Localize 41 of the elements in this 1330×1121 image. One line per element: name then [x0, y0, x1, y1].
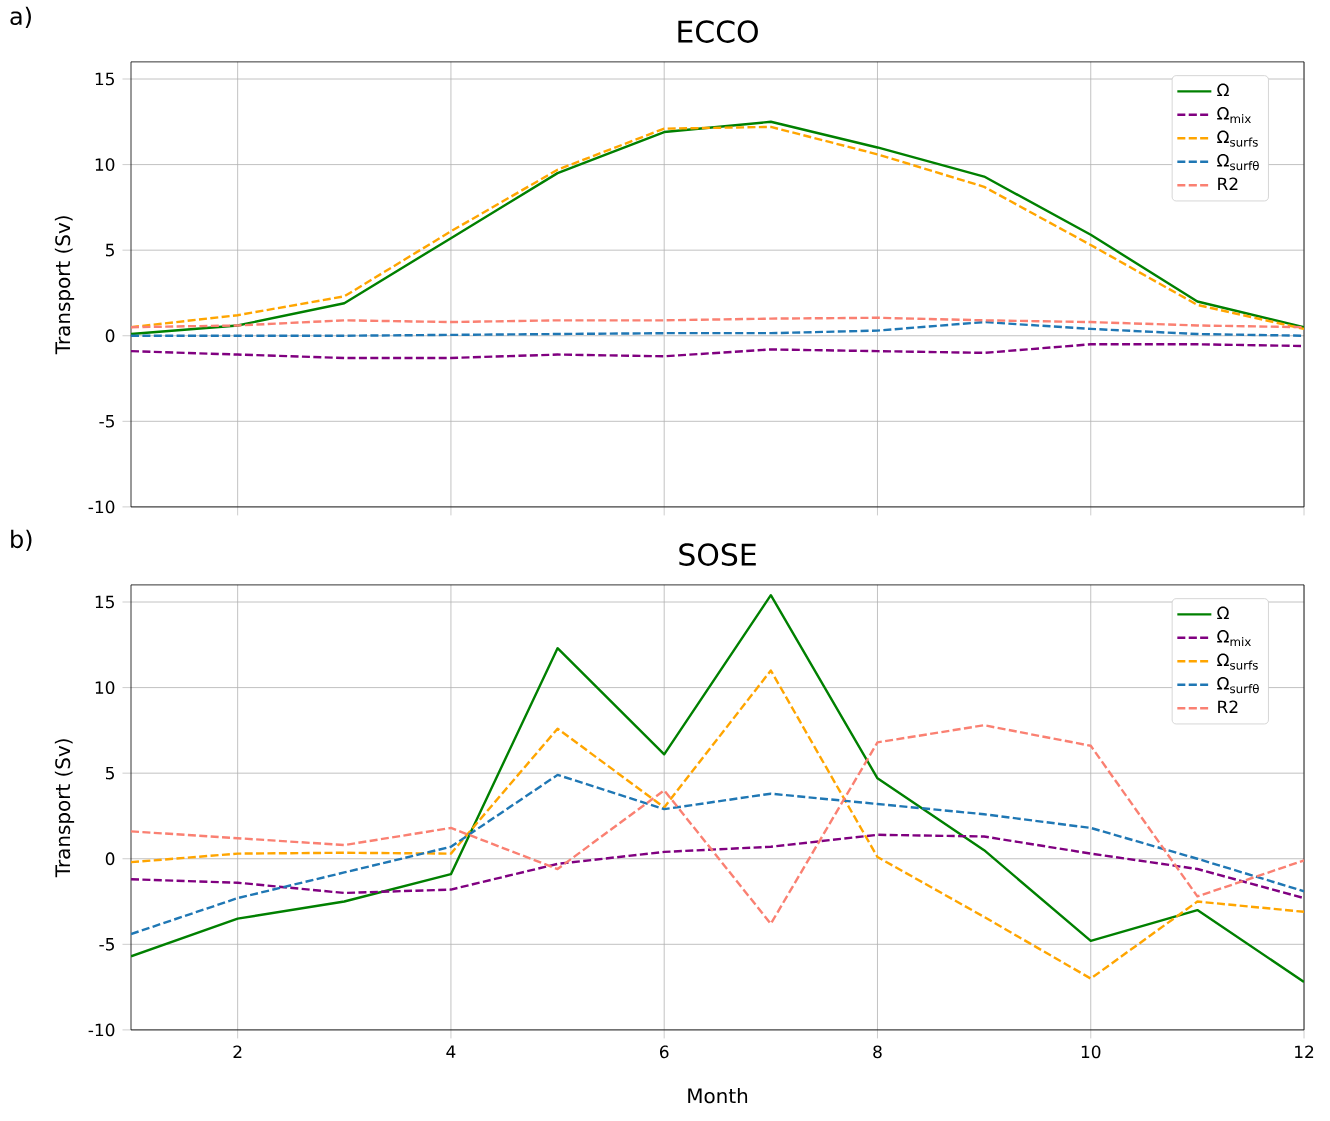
y-tick-label: -5: [99, 938, 114, 951]
y-tick-label: -10: [88, 500, 115, 514]
y-tick-label: 5: [106, 243, 114, 257]
x-tick-label: 4: [446, 1045, 456, 1058]
y-tick-label: 10: [95, 158, 115, 172]
y-tick-label: 10: [95, 681, 115, 695]
chart-title: SOSE: [679, 543, 756, 566]
line-series: [131, 594, 1305, 984]
y-axis-title: Transport (Sv): [54, 216, 75, 355]
legend-label: Ω$_{surfθ}$: [1217, 154, 1259, 171]
text: a): [10, 6, 31, 28]
x-tick-label: 8: [873, 1045, 882, 1059]
legend-label: Ω$_{surfs}$: [1217, 130, 1258, 147]
legend-label: Ω$_{mix}$: [1217, 107, 1251, 124]
legend-label: Ω: [1217, 83, 1229, 97]
x-tick-label: 2: [233, 1045, 242, 1059]
x-tick-label: 10: [1081, 1045, 1101, 1059]
y-tick-label: -5: [99, 415, 114, 428]
y-axis-title: Transport (Sv): [54, 739, 75, 878]
text: b): [11, 529, 32, 552]
x-axis-title: Month: [688, 1087, 748, 1104]
legend-label: R2: [1218, 700, 1238, 714]
y-tick-label: 15: [95, 595, 114, 609]
legend-label: Ω: [1217, 606, 1229, 620]
line-series: [131, 316, 1305, 329]
legend-label: R2: [1218, 177, 1238, 191]
y-tick-label: 15: [95, 72, 114, 86]
y-tick-label: 0: [105, 852, 115, 866]
y-tick-label: 5: [106, 766, 114, 780]
legend-label: Ω$_{mix}$: [1217, 630, 1251, 647]
line-series: [131, 773, 1305, 936]
chart-title: ECCO: [678, 20, 758, 43]
line-series: [131, 724, 1305, 926]
line-series: [131, 833, 1305, 900]
legend-label: Ω$_{surfs}$: [1217, 653, 1258, 670]
legend-label: Ω$_{surfθ}$: [1217, 677, 1259, 694]
line-series: [131, 669, 1305, 980]
y-tick-label: -10: [88, 1023, 115, 1037]
x-tick-label: 6: [660, 1045, 669, 1059]
y-tick-label: 0: [105, 329, 115, 343]
x-tick-label: 12: [1295, 1045, 1314, 1059]
